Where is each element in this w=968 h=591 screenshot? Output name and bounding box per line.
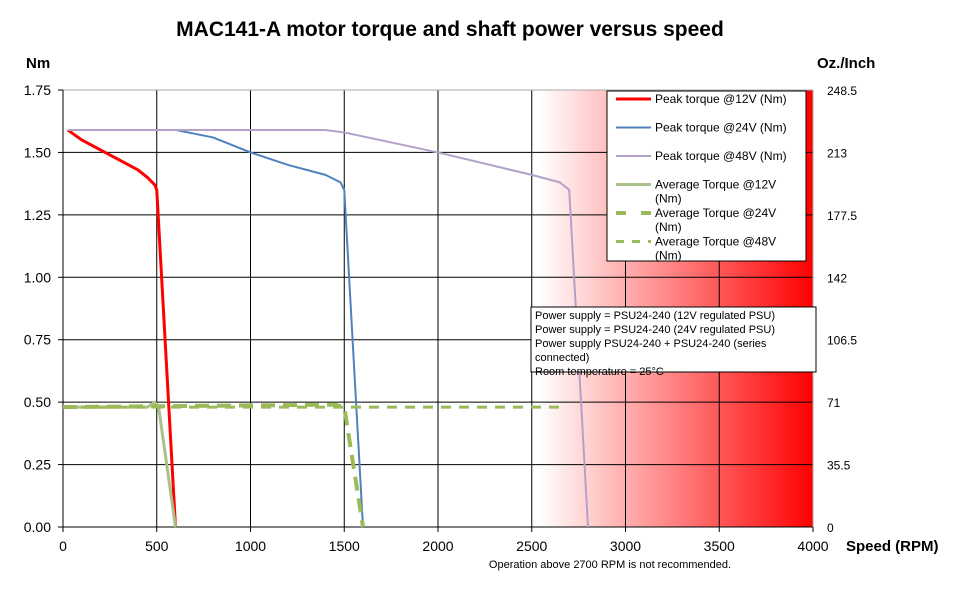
legend-label: Peak torque @12V (Nm) xyxy=(655,92,787,106)
x-tick-label: 2500 xyxy=(516,538,547,554)
note-line: Power supply = PSU24-240 (24V regulated … xyxy=(535,324,775,336)
y2-tick-label: 35.5 xyxy=(827,459,851,473)
y-tick-label: 0.00 xyxy=(24,519,51,535)
y-tick-label: 1.50 xyxy=(24,144,51,160)
y2-tick-label: 106.5 xyxy=(827,334,857,348)
x-axis-label: Speed (RPM) xyxy=(846,538,939,555)
legend-label-cont: (Nm) xyxy=(655,249,682,263)
y2-tick-label: 0 xyxy=(827,521,834,535)
y-tick-label: 0.25 xyxy=(24,457,51,473)
y2-tick-label: 213 xyxy=(827,146,847,160)
note-line: Power supply PSU24-240 + PSU24-240 (seri… xyxy=(535,338,767,350)
y2-tick-label: 142 xyxy=(827,271,847,285)
y-tick-label: 0.50 xyxy=(24,394,51,410)
x-tick-label: 500 xyxy=(145,538,169,554)
notes-box: Power supply = PSU24-240 (12V regulated … xyxy=(530,306,817,378)
y-axis-label: Nm xyxy=(26,55,50,72)
legend-label: Peak torque @24V (Nm) xyxy=(655,121,787,135)
legend-label-cont: (Nm) xyxy=(655,220,682,234)
note-line: Room temperature = 25°C xyxy=(535,366,664,378)
series-line xyxy=(67,128,364,528)
legend-box xyxy=(606,90,807,262)
x-tick-label: 0 xyxy=(59,538,67,554)
y-tick-label: 1.75 xyxy=(24,82,51,98)
note-line: connected) xyxy=(535,352,589,364)
y-tick-label: 0.75 xyxy=(24,332,51,348)
x-tick-label: 3000 xyxy=(610,538,641,554)
legend-label-cont: (Nm) xyxy=(655,192,682,206)
x-tick-label: 2000 xyxy=(422,538,453,554)
note-line: Power supply = PSU24-240 (12V regulated … xyxy=(535,310,775,322)
y2-tick-label: 248.5 xyxy=(827,84,857,98)
x-tick-label: 1000 xyxy=(235,538,266,554)
series-line xyxy=(67,128,589,528)
notes-box-frame xyxy=(530,306,817,373)
legend-label: Average Torque @12V xyxy=(655,178,776,192)
legend-label: Peak torque @48V (Nm) xyxy=(655,149,787,163)
x-tick-label: 3500 xyxy=(704,538,735,554)
x-tick-label: 1500 xyxy=(329,538,360,554)
y2-axis-label: Oz./Inch xyxy=(817,55,875,72)
series-line xyxy=(62,402,365,528)
legend-label: Average Torque @24V xyxy=(655,206,776,220)
chart-title: MAC141-A motor torque and shaft power ve… xyxy=(176,18,724,41)
legend: Peak torque @12V (Nm) Peak torque @24V (N… xyxy=(606,90,807,263)
series-line xyxy=(66,128,177,528)
y2-tick-label: 177.5 xyxy=(827,209,857,223)
x-tick-label: 4000 xyxy=(797,538,828,554)
y-tick-label: 1.25 xyxy=(24,207,51,223)
footnote: Operation above 2700 RPM is not recommen… xyxy=(489,559,731,571)
y-tick-label: 1.00 xyxy=(24,269,51,285)
legend-label: Average Torque @48V xyxy=(655,235,776,249)
y2-tick-label: 71 xyxy=(827,396,841,410)
